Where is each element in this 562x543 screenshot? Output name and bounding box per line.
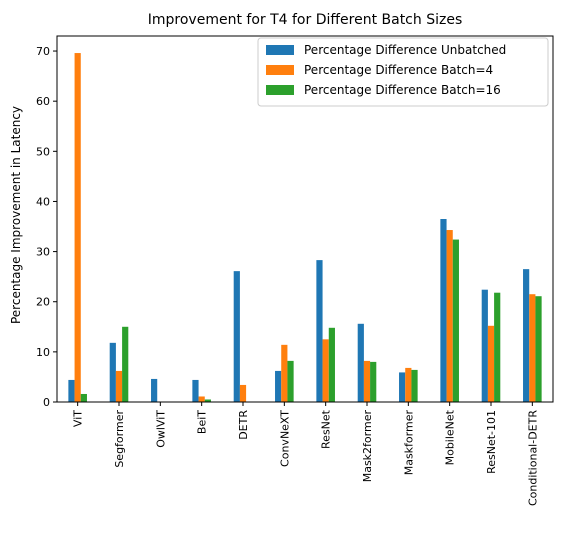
x-tick-label: ResNet: [320, 409, 333, 449]
y-ticks-group: 0 10 20 30 40 50 60 70: [36, 45, 57, 409]
x-tick-label: ViT: [72, 410, 85, 427]
x-tick-label: ConvNeXT: [278, 410, 291, 467]
legend-swatch: [266, 65, 294, 75]
bar-resnet-series-2: [322, 339, 329, 402]
bar-mobilenet-series-3: [452, 239, 459, 402]
x-tick-label: Segformer: [113, 410, 126, 468]
plot-frame: [56, 35, 554, 403]
legend-swatch: [266, 45, 294, 55]
y-tick-label: 40: [36, 195, 50, 208]
bar-mask2former-series-1: [357, 323, 364, 402]
bar-vit-series-1: [68, 379, 75, 402]
bar-conditional-detr-series-1: [523, 269, 530, 402]
bar-mask2former-series-2: [363, 360, 371, 402]
x-tick-label: Mask2former: [361, 410, 374, 483]
legend-label: Percentage Difference Batch=16: [304, 83, 501, 97]
x-tick-label: MobileNet: [444, 409, 457, 465]
bar-mobilenet-series-1: [440, 219, 447, 402]
y-tick-label: 0: [43, 396, 50, 409]
bar-maskformer-series-3: [411, 369, 418, 402]
bar-resnet-101-series-1: [481, 289, 488, 402]
bar-resnet-101-series-3: [494, 292, 501, 402]
y-tick-label: 20: [36, 296, 50, 309]
legend-swatch: [266, 85, 294, 95]
bar-maskformer-series-1: [399, 372, 406, 402]
x-tick-label: BeiT: [196, 410, 209, 434]
bar-resnet-series-3: [328, 327, 335, 402]
bar-maskformer-series-2: [405, 367, 412, 402]
bar-convnext-series-3: [287, 360, 294, 402]
bar-mask2former-series-3: [370, 361, 377, 402]
bar-detr-series-1: [233, 271, 240, 402]
bar-conditional-detr-series-2: [529, 294, 536, 402]
bar-conditional-detr-series-3: [535, 296, 542, 402]
y-tick-label: 30: [36, 246, 50, 259]
bars-group: [68, 53, 542, 403]
bar-resnet-series-1: [316, 260, 323, 402]
bar-vit-series-3: [80, 393, 87, 402]
bar-convnext-series-2: [281, 344, 288, 402]
bar-detr-series-2: [239, 384, 247, 402]
bar-vit-series-2: [74, 53, 81, 403]
x-tick-label: DETR: [237, 410, 250, 440]
x-tick-label: ResNet-101: [485, 410, 498, 474]
x-tick-label: OwlViT: [154, 410, 167, 448]
bar-owlvit-series-1: [151, 378, 158, 402]
legend: Percentage Difference Unbatched Percentag…: [257, 37, 549, 107]
bar-resnet-101-series-2: [487, 325, 495, 402]
bar-segformer-series-1: [109, 342, 116, 402]
chart-title: Improvement for T4 for Different Batch S…: [148, 12, 462, 28]
x-tick-label: Maskformer: [402, 410, 415, 476]
bar-segformer-series-3: [122, 326, 129, 402]
y-tick-label: 50: [36, 145, 50, 158]
legend-label: Percentage Difference Unbatched: [304, 43, 506, 57]
legend-label: Percentage Difference Batch=4: [304, 63, 493, 77]
bar-segformer-series-2: [115, 370, 123, 402]
y-tick-label: 70: [36, 45, 50, 58]
bar-mobilenet-series-2: [446, 230, 453, 402]
y-tick-label: 60: [36, 95, 50, 108]
bar-beit-series-3: [204, 399, 211, 402]
bar-beit-series-1: [192, 379, 199, 402]
x-ticks-group: ViT Segformer OwlViT BeiT DETR ConvNeXT ResNet…: [72, 402, 539, 506]
bar-beit-series-2: [198, 396, 205, 402]
y-axis-label: Percentage Improvement in Latency: [9, 106, 23, 324]
legend-box: [257, 37, 549, 107]
bar-convnext-series-1: [275, 370, 282, 402]
x-tick-label: Conditional-DETR: [526, 410, 539, 506]
y-tick-label: 10: [36, 346, 50, 359]
